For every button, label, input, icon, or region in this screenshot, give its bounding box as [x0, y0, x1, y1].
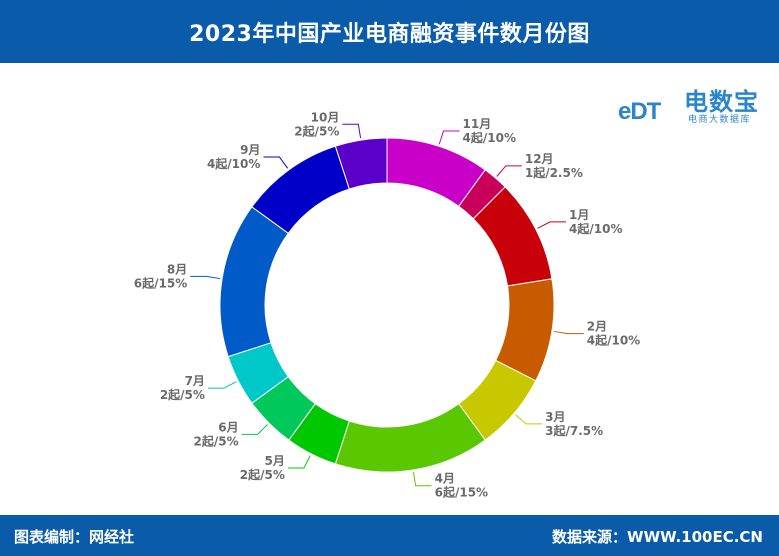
slice-label-value: 4起/10% — [587, 333, 640, 348]
leader-line-8月 — [190, 275, 221, 280]
leader-line-10月 — [342, 123, 362, 139]
slice-label-month: 3月 — [545, 410, 565, 424]
leader-line-3月 — [515, 414, 543, 425]
slice-label-value: 4起/10% — [207, 156, 260, 171]
slice-label-value: 3起/7.5% — [545, 423, 603, 438]
slice-label-month: 12月 — [525, 152, 554, 166]
slice-label-value: 2起/5% — [160, 387, 205, 402]
chart-area: 1月 4起/10% 2月 4起/10% 3月 3起/7.5% 4月 6起/15% 5月 2起/5%… — [0, 63, 779, 515]
slice-label-value: 2起/5% — [294, 123, 339, 138]
slice-label-month: 2月 — [587, 320, 607, 334]
leader-line-12月 — [496, 165, 522, 177]
leader-line-6月 — [241, 424, 268, 435]
logo-tagline: 电商大数据库 — [688, 115, 752, 125]
slice-label-value: 4起/10% — [569, 221, 622, 236]
slice-label-month: 6月 — [218, 420, 238, 434]
slice-label-value: 2起/5% — [193, 433, 238, 448]
leader-line-2月 — [553, 330, 584, 335]
title-bar: 2023年中国产业电商融资事件数月份图 — [0, 0, 779, 63]
leader-line-4月 — [412, 471, 432, 487]
edt-logo: eDT 电数宝 电商大数据库 — [618, 70, 774, 132]
slice-8月 — [219, 206, 289, 358]
data-source: 数据来源：WWW.100EC.CN — [552, 528, 763, 546]
leader-line-5月 — [287, 455, 311, 469]
leader-line-9月 — [263, 156, 289, 169]
slice-label-month: 7月 — [185, 374, 205, 388]
slice-label-month: 10月 — [311, 110, 340, 124]
logo-name: 电数宝 — [684, 88, 759, 116]
slice-label-month: 1月 — [569, 208, 589, 222]
slice-label-value: 6起/15% — [134, 275, 187, 290]
leader-line-1月 — [537, 221, 567, 229]
slice-label-value: 1起/2.5% — [525, 165, 583, 180]
slice-label-value: 2起/5% — [240, 467, 285, 482]
slice-label-value: 4起/10% — [463, 130, 516, 145]
slice-label-month: 9月 — [240, 143, 260, 157]
chart-author: 图表编制：网经社 — [14, 528, 135, 546]
slice-12月 — [458, 169, 506, 220]
slice-label-month: 4月 — [435, 472, 455, 486]
logo-mark: eDT — [618, 98, 661, 125]
slice-label-value: 6起/15% — [435, 485, 488, 500]
leader-line-11月 — [438, 130, 460, 145]
slice-label-month: 8月 — [167, 262, 187, 276]
donut-chart: 1月4起/10%2月4起/10%3月3起/7.5%4月6起/15%5月2起/5%… — [134, 110, 640, 500]
leader-line-7月 — [207, 381, 237, 389]
slice-label-month: 11月 — [463, 117, 492, 131]
chart-title: 2023年中国产业电商融资事件数月份图 — [189, 21, 590, 47]
footer-bar: 图表编制：网经社 数据来源：WWW.100EC.CN — [0, 515, 779, 556]
slice-4月 — [334, 403, 486, 473]
slice-label-month: 5月 — [265, 454, 285, 468]
